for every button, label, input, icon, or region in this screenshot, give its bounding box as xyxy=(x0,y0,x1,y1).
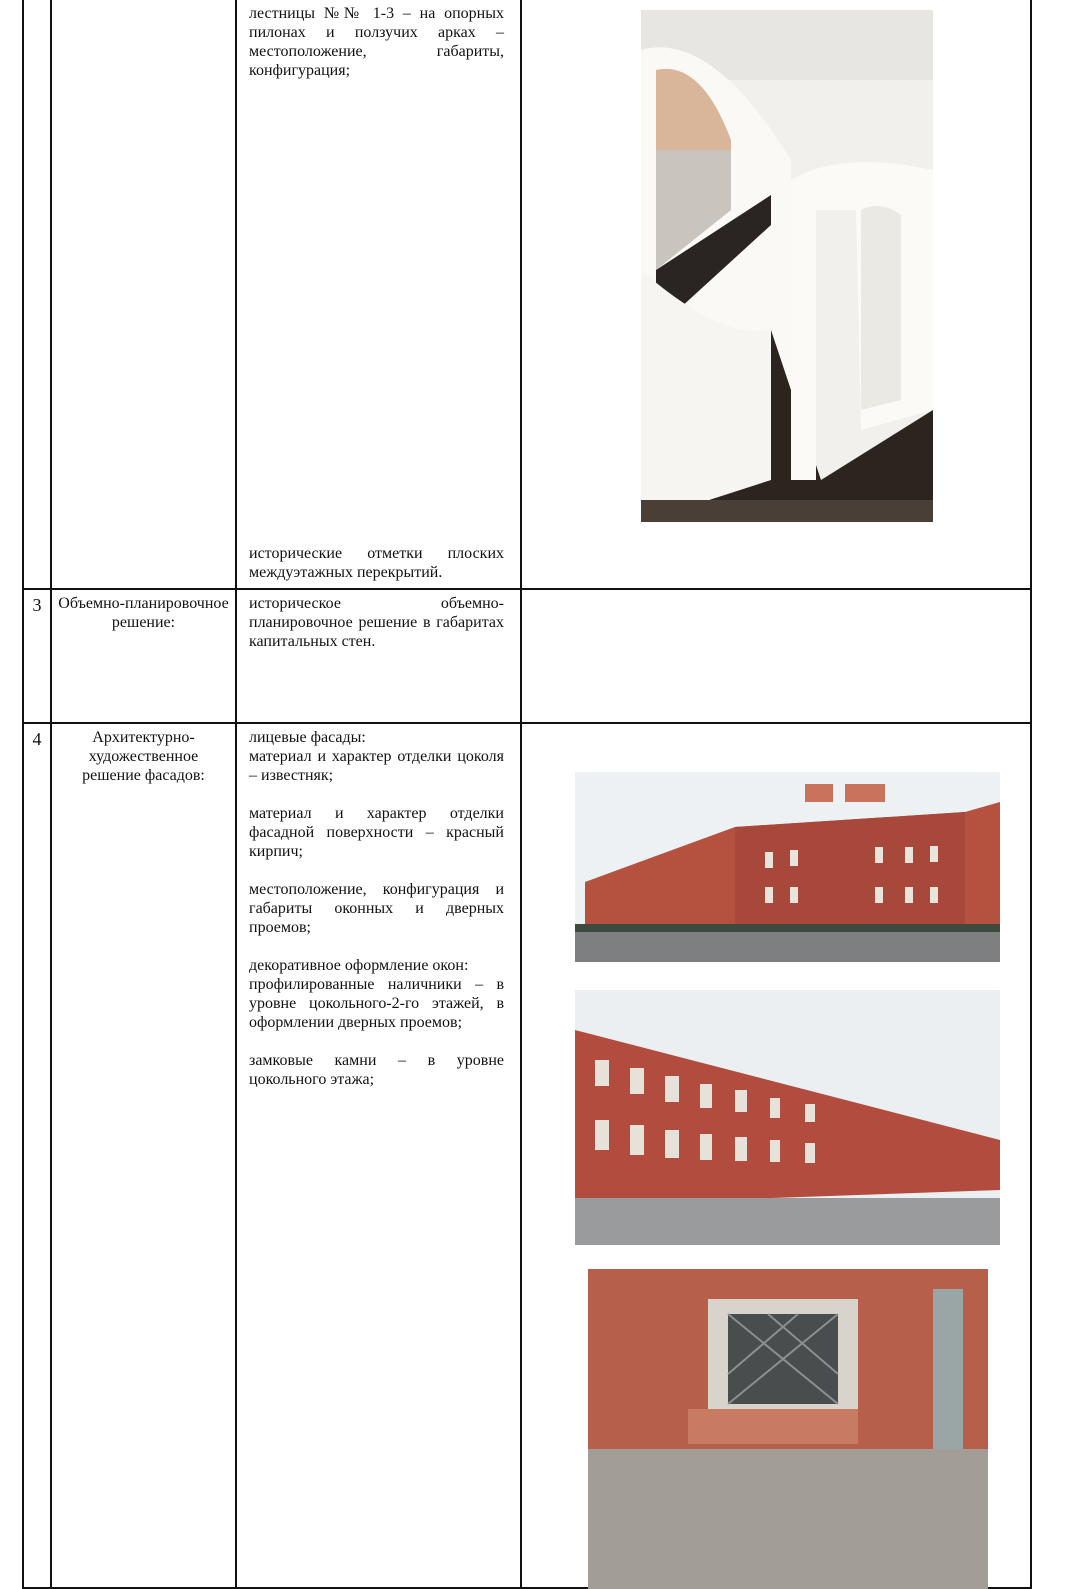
table-row: лестницы №№ 1-3 – на опорных пилонах и п… xyxy=(22,0,1032,590)
requirement-text: исторические отметки плоских междуэтажны… xyxy=(249,545,504,581)
requirement-paragraph: декоративное оформление окон: профилирова… xyxy=(249,956,504,1032)
requirements-cell: лестницы №№ 1-3 – на опорных пилонах и п… xyxy=(235,0,522,590)
heritage-table: лестницы №№ 1-3 – на опорных пилонах и п… xyxy=(22,0,1032,1589)
photo-cell xyxy=(520,722,1032,1589)
table-row: 3 Объемно-планировочное решение: историч… xyxy=(22,588,1032,724)
requirements-cell: лицевые фасады: материал и характер отдел… xyxy=(235,722,522,1589)
requirement-paragraph: местоположение, конфигурация и габариты … xyxy=(249,880,504,937)
photo-cell xyxy=(520,0,1032,590)
requirement-text: замковые камни – в уровне цокольного эта… xyxy=(249,1052,504,1088)
cell xyxy=(50,0,237,590)
requirement-text: местоположение, конфигурация и габариты … xyxy=(249,881,504,936)
facade-photo xyxy=(575,772,1000,962)
window-photo xyxy=(588,1269,988,1589)
requirement-paragraph: лестницы №№ 1-3 – на опорных пилонах и п… xyxy=(249,4,504,80)
requirement-paragraph: лицевые фасады: материал и характер отдел… xyxy=(249,728,504,785)
row-subject: Архитектурно-художественное решение фаса… xyxy=(50,722,237,1589)
requirements: лицевые фасады: материал и характер отдел… xyxy=(249,728,504,1089)
staircase-photo xyxy=(641,10,933,522)
requirements-cell: историческое объемно-планировочное решен… xyxy=(235,588,522,724)
facade-photo xyxy=(575,990,1000,1245)
row-subject: Объемно-планировочное решение: xyxy=(50,588,237,724)
requirement-text: декоративное оформление окон: xyxy=(249,957,469,974)
requirements: лестницы №№ 1-3 – на опорных пилонах и п… xyxy=(249,4,504,582)
requirement-text: лестницы №№ 1-3 – на опорных пилонах и п… xyxy=(249,5,504,79)
requirement-text: историческое объемно-планировочное решен… xyxy=(249,595,504,650)
requirement-text: профилированные наличники – в уровне цок… xyxy=(249,976,504,1031)
table-row: 4 Архитектурно-художественное решение фа… xyxy=(22,722,1032,1589)
photo-cell xyxy=(520,588,1032,724)
requirements: историческое объемно-планировочное решен… xyxy=(249,594,504,651)
requirement-text: материал и характер отделки цоколя – изв… xyxy=(249,748,504,784)
requirement-paragraph: замковые камни – в уровне цокольного эта… xyxy=(249,1051,504,1089)
requirement-text: материал и характер отделки фасадной пов… xyxy=(249,805,504,860)
row-number: 3 xyxy=(22,588,52,724)
requirement-text: лицевые фасады: xyxy=(249,729,366,746)
requirement-paragraph: историческое объемно-планировочное решен… xyxy=(249,594,504,651)
requirement-paragraph: материал и характер отделки фасадной пов… xyxy=(249,804,504,861)
row-number: 4 xyxy=(22,722,52,1589)
requirement-paragraph: исторические отметки плоских междуэтажны… xyxy=(249,544,504,582)
cell xyxy=(22,0,52,590)
